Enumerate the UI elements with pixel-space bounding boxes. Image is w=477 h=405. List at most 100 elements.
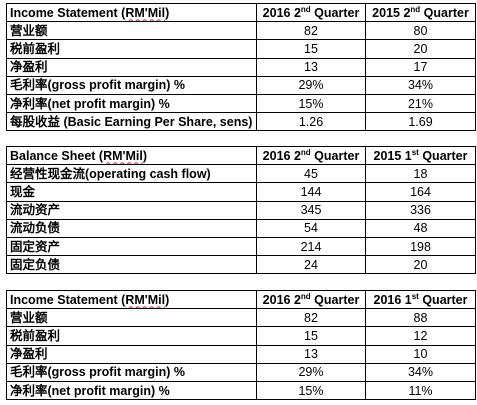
- value-compare: 164: [365, 182, 476, 202]
- value-current: 214: [256, 236, 366, 257]
- row-label: 税前盈利: [6, 39, 257, 59]
- column-header-main: 2016 2: [262, 5, 301, 20]
- column-header-tail: Quarter: [310, 292, 360, 307]
- column-header-current: 2016 2nd Quarter: [256, 2, 366, 23]
- table-title-cell: Income Statement (RM'Mil): [6, 289, 257, 310]
- row-label: 固定资产: [6, 236, 257, 257]
- value-compare: 34%: [365, 362, 476, 382]
- row-label: 净盈利: [6, 57, 257, 77]
- column-header-main: 2015 1: [373, 148, 412, 163]
- row-label: 税前盈利: [6, 326, 257, 346]
- row-label: 每股收益 (Basic Earning Per Share, sens): [6, 112, 257, 132]
- row-label: 流动负债: [6, 218, 257, 238]
- value-current: 82: [256, 308, 366, 328]
- ordinal-suffix: nd: [300, 4, 311, 14]
- column-header-compare: 2015 1st Quarter: [365, 145, 476, 166]
- value-current: 29%: [256, 75, 366, 95]
- title-close: ): [142, 148, 148, 163]
- table-title-cell: Income Statement (RM'Mil): [6, 2, 257, 23]
- table-row: 营业额 82 80: [6, 21, 476, 41]
- balance-sheet-table: Balance Sheet (RM'Mil) 2016 2nd Quarter …: [6, 145, 476, 275]
- ordinal-suffix: st: [411, 291, 419, 301]
- ordinal-suffix: nd: [300, 147, 311, 157]
- value-compare: 20: [365, 255, 476, 275]
- value-compare: 48: [365, 218, 476, 238]
- column-header-tail: Quarter: [420, 5, 469, 20]
- row-label: 现金: [6, 182, 257, 202]
- column-header-tail: Quarter: [418, 148, 468, 163]
- value-current: 13: [256, 344, 366, 364]
- value-compare: 336: [365, 200, 476, 220]
- value-compare: 80: [365, 21, 476, 41]
- table-row: 固定资产 214 198: [6, 236, 476, 257]
- table-row: 流动资产 345 336: [6, 200, 476, 220]
- value-current: 144: [256, 182, 366, 202]
- value-compare: 11%: [365, 380, 476, 401]
- title-text: Income Statement (: [10, 292, 126, 307]
- table-row: 营业额 82 88: [6, 308, 476, 328]
- value-current: 1.26: [256, 112, 366, 132]
- title-close: ): [165, 292, 170, 307]
- table-row: 毛利率(gross profit margin) % 29% 34%: [6, 75, 476, 95]
- value-compare: 88: [365, 308, 476, 328]
- table-title-cell: Balance Sheet (RM'Mil): [6, 145, 257, 166]
- currency-unit: RM'Mil: [103, 148, 143, 163]
- currency-unit: RM'Mil: [125, 292, 166, 307]
- table-row: 净利率(net profit margin) % 15% 11%: [6, 380, 476, 401]
- row-label: 营业额: [6, 308, 257, 328]
- value-current: 82: [256, 21, 366, 41]
- row-label: 毛利率(gross profit margin) %: [6, 75, 257, 95]
- column-header-current: 2016 2nd Quarter: [256, 145, 366, 166]
- row-label: 净利率(net profit margin) %: [6, 93, 257, 114]
- table-row: 固定负债 24 20: [6, 255, 476, 275]
- row-label: 毛利率(gross profit margin) %: [6, 362, 257, 382]
- value-compare: 18: [365, 164, 476, 184]
- value-compare: 198: [365, 236, 476, 257]
- row-label: 营业额: [6, 21, 257, 41]
- column-header-compare: 2015 2nd Quarter: [365, 2, 476, 23]
- row-label: 流动资产: [6, 200, 257, 220]
- value-current: 15%: [256, 93, 366, 114]
- table-header-row: Balance Sheet (RM'Mil) 2016 2nd Quarter …: [6, 145, 476, 166]
- value-current: 45: [256, 164, 366, 184]
- value-compare: 34%: [365, 75, 476, 95]
- value-current: 54: [256, 218, 366, 238]
- column-header-main: 2016 1: [373, 292, 412, 307]
- value-compare: 21%: [365, 93, 476, 114]
- column-header-compare: 2016 1st Quarter: [365, 289, 476, 310]
- ordinal-suffix: st: [411, 147, 419, 157]
- row-label: 经营性现金流(operating cash flow): [6, 164, 257, 184]
- value-compare: 10: [365, 344, 476, 364]
- table-row: 每股收益 (Basic Earning Per Share, sens) 1.26…: [6, 112, 476, 132]
- title-text: Income Statement (: [10, 5, 126, 20]
- ordinal-suffix: nd: [300, 291, 311, 301]
- table-row: 现金 144 164: [6, 182, 476, 202]
- row-label: 净利率(net profit margin) %: [6, 380, 257, 401]
- value-current: 15%: [256, 380, 366, 401]
- value-current: 15: [256, 39, 366, 59]
- column-header-tail: Quarter: [418, 292, 468, 307]
- table-row: 净盈利 13 10: [6, 344, 476, 364]
- column-header-tail: Quarter: [310, 148, 360, 163]
- column-header-main: 2015 2: [372, 5, 411, 20]
- title-close: ): [165, 5, 170, 20]
- value-current: 13: [256, 57, 366, 77]
- table-header-row: Income Statement (RM'Mil) 2016 2nd Quart…: [6, 2, 476, 23]
- column-header-current: 2016 2nd Quarter: [256, 289, 366, 310]
- table-row: 毛利率(gross profit margin) % 29% 34%: [6, 362, 476, 382]
- value-compare: 20: [365, 39, 476, 59]
- value-current: 15: [256, 326, 366, 346]
- table-row: 税前盈利 15 12: [6, 326, 476, 346]
- column-header-main: 2016 2: [262, 148, 301, 163]
- value-compare: 12: [365, 326, 476, 346]
- value-current: 24: [256, 255, 366, 275]
- value-current: 29%: [256, 362, 366, 382]
- column-header-tail: Quarter: [310, 5, 360, 20]
- table-header-row: Income Statement (RM'Mil) 2016 2nd Quart…: [6, 289, 476, 310]
- currency-unit: RM'Mil: [125, 5, 166, 20]
- income-statement-qoq-table: Income Statement (RM'Mil) 2016 2nd Quart…: [6, 289, 476, 401]
- table-row: 净盈利 13 17: [6, 57, 476, 77]
- row-label: 固定负债: [6, 255, 257, 275]
- title-text: Balance Sheet (: [10, 148, 104, 163]
- table-row: 净利率(net profit margin) % 15% 21%: [6, 93, 476, 114]
